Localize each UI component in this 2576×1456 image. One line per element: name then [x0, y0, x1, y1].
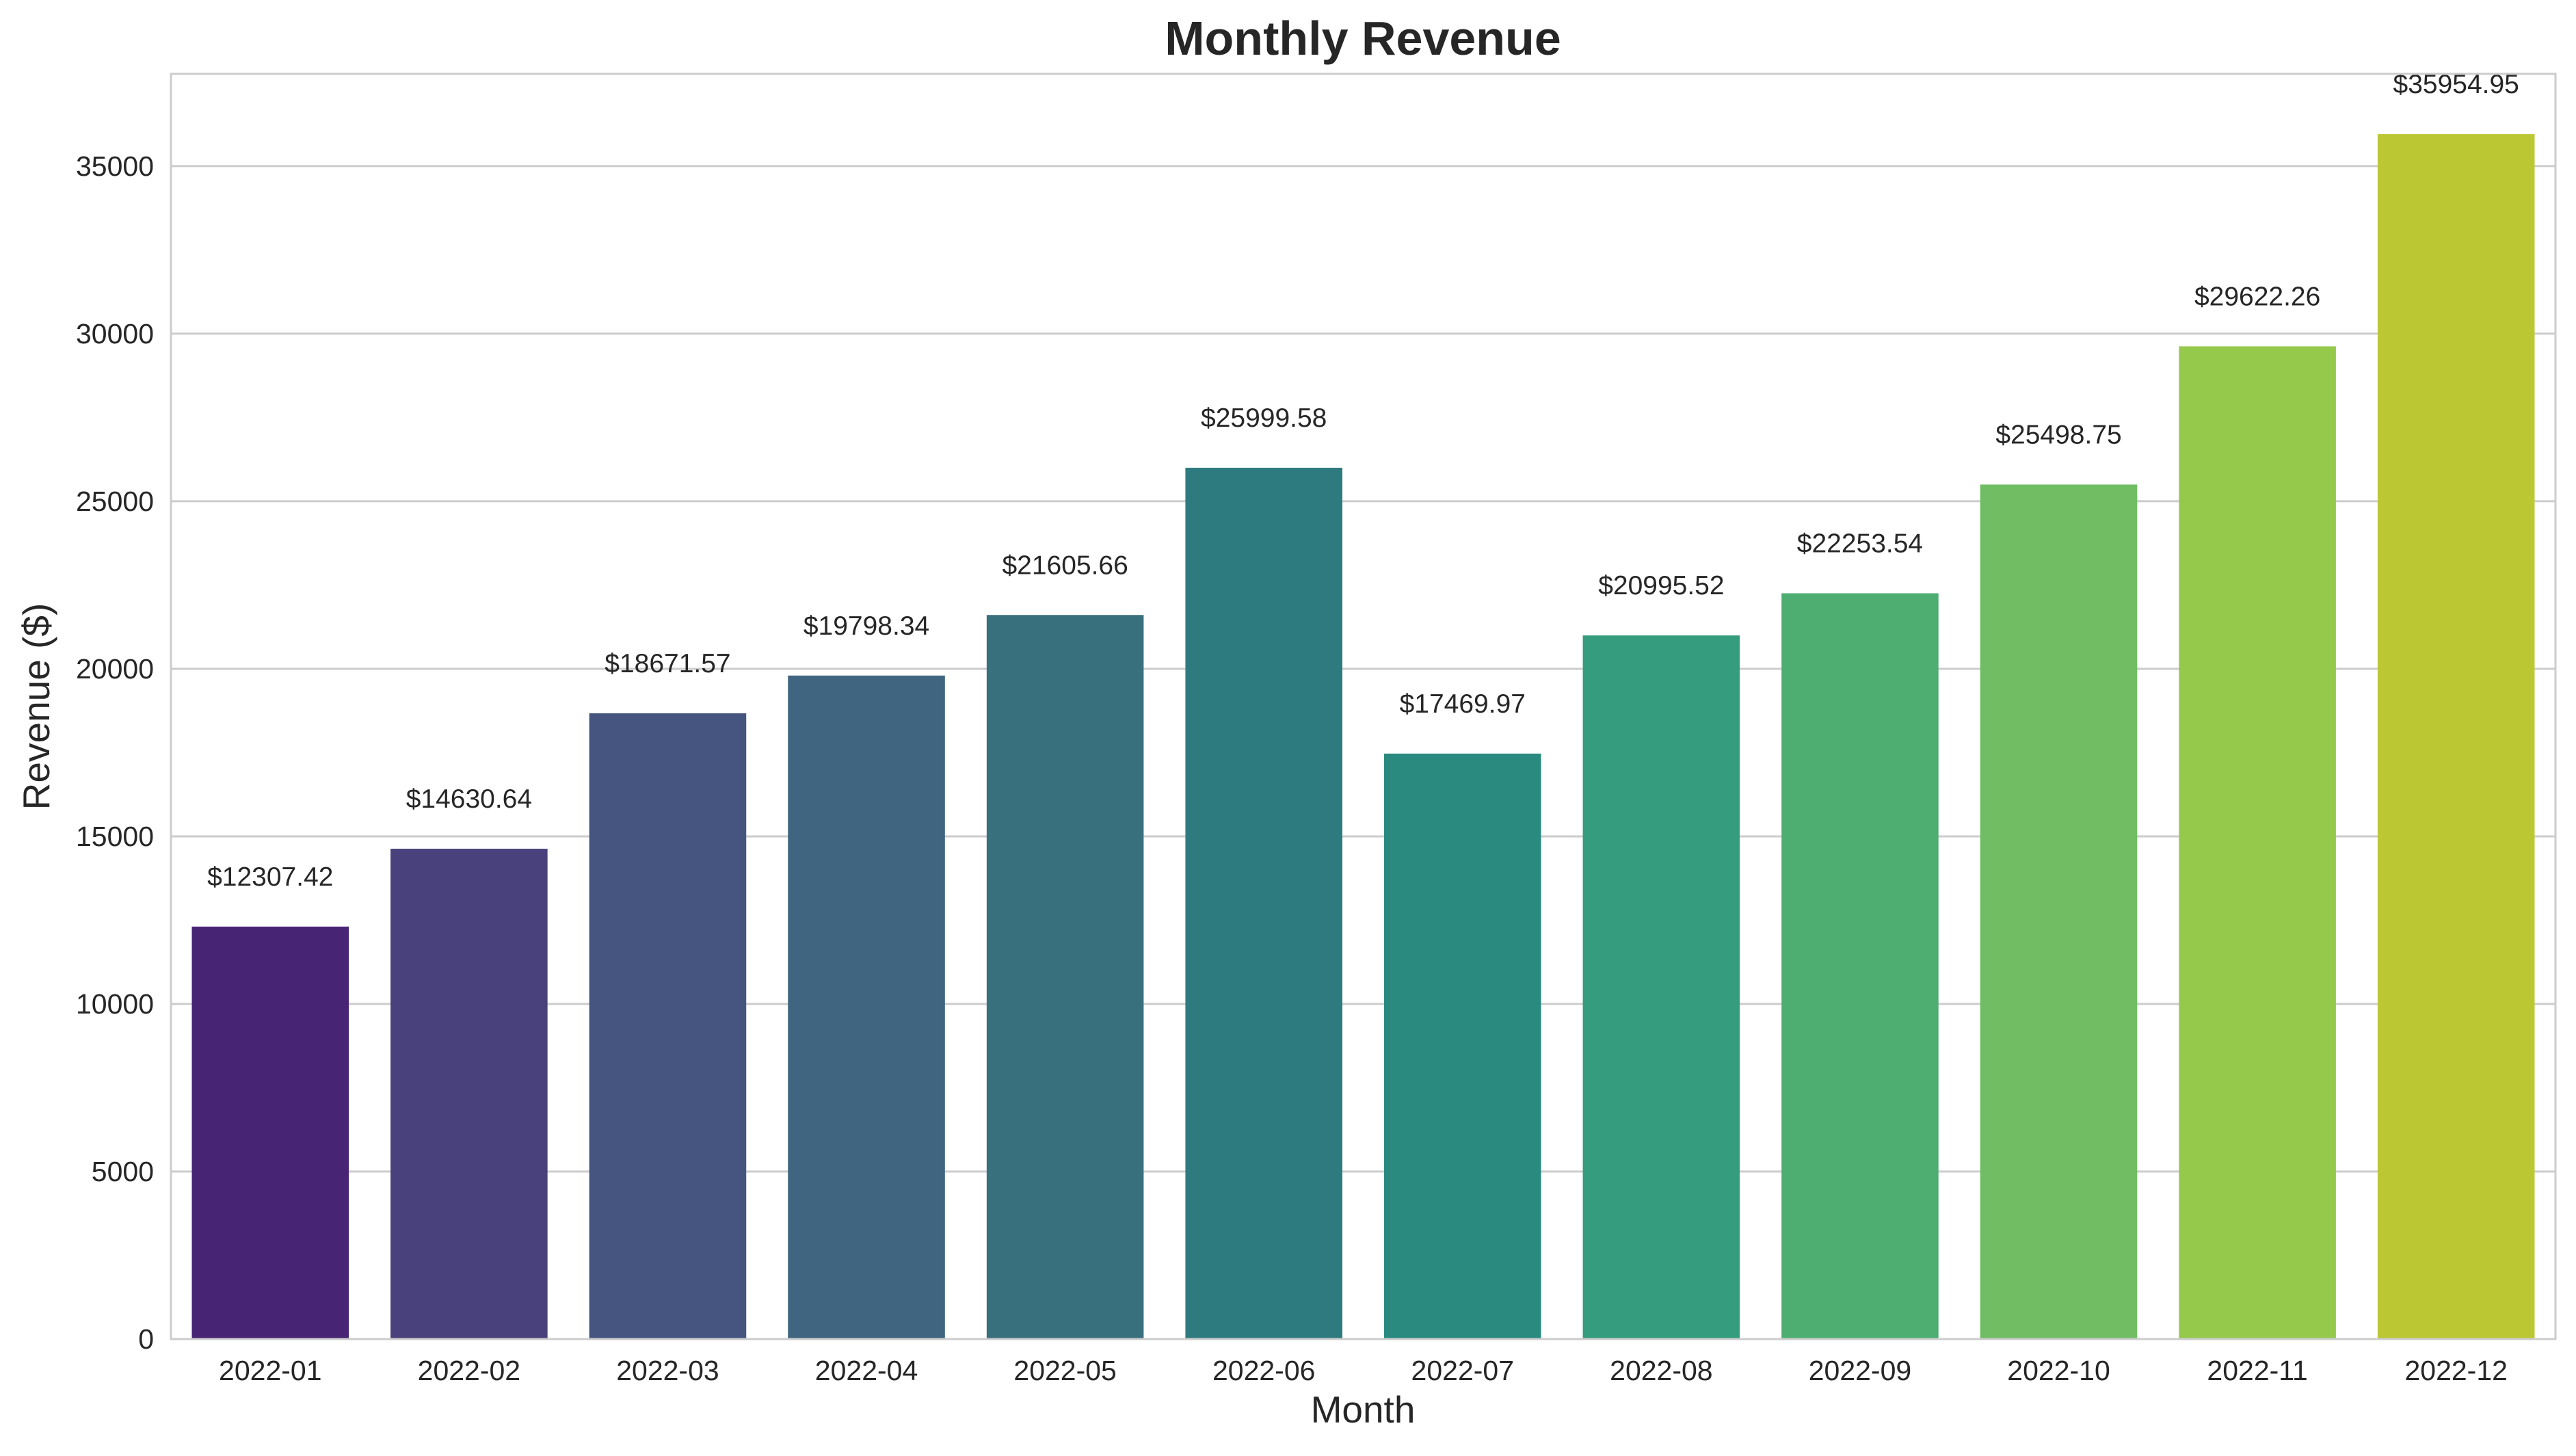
bar — [1980, 484, 2138, 1340]
y-tick-label: 15000 — [76, 821, 154, 852]
data-label: $25999.58 — [1201, 403, 1327, 433]
x-tick-label: 2022-10 — [2007, 1355, 2110, 1386]
y-tick-label: 30000 — [76, 318, 154, 349]
data-label: $18671.57 — [605, 649, 730, 678]
bar — [191, 926, 349, 1339]
bars — [191, 134, 2535, 1340]
bar — [2179, 346, 2336, 1340]
data-label: $22253.54 — [1797, 529, 1923, 559]
data-label: $17469.97 — [1400, 689, 1526, 719]
x-tick-label: 2022-07 — [1411, 1355, 1514, 1386]
x-axis-label: Month — [1311, 1388, 1416, 1431]
chart-title: Monthly Revenue — [1165, 12, 1561, 65]
x-tick-label: 2022-06 — [1212, 1355, 1315, 1386]
x-tick-labels: 2022-01 2022-02 2022-03 2022-04 2022-05 2022-… — [219, 1355, 2508, 1386]
bar — [2377, 134, 2535, 1340]
x-tick-label: 2022-03 — [616, 1355, 719, 1386]
bar — [1384, 753, 1541, 1339]
data-labels: $12307.42 $14630.64 $18671.57 $19798.34 $216… — [207, 70, 2519, 892]
y-tick-label: 20000 — [76, 653, 154, 685]
data-label: $19798.34 — [804, 611, 929, 641]
x-tick-label: 2022-04 — [815, 1355, 918, 1386]
gridlines — [171, 165, 2555, 1340]
data-label: $12307.42 — [207, 862, 333, 892]
data-label: $14630.64 — [406, 784, 532, 814]
x-tick-label: 2022-08 — [1610, 1355, 1712, 1386]
y-tick-label: 35000 — [76, 150, 154, 182]
data-label: $25498.75 — [1995, 420, 2121, 449]
bar — [1185, 467, 1342, 1340]
y-axis-label: Revenue ($) — [15, 603, 57, 810]
bar — [986, 615, 1144, 1339]
x-tick-label: 2022-01 — [219, 1355, 321, 1386]
data-label: $20995.52 — [1598, 571, 1724, 600]
data-label: $29622.26 — [2194, 282, 2320, 311]
y-tick-label: 25000 — [76, 486, 154, 517]
y-tick-labels: 0 5000 10000 15000 20000 25000 30000 35000 — [76, 150, 154, 1355]
bar — [1781, 593, 1939, 1340]
y-tick-label: 10000 — [76, 988, 154, 1020]
x-tick-label: 2022-11 — [2207, 1355, 2307, 1386]
data-label: $21605.66 — [1002, 551, 1128, 580]
bar — [1582, 635, 1740, 1339]
y-tick-label: 0 — [138, 1323, 154, 1355]
bar — [589, 713, 747, 1339]
plot-frame — [170, 72, 2557, 1340]
x-tick-label: 2022-05 — [1013, 1355, 1116, 1386]
x-tick-label: 2022-02 — [418, 1355, 520, 1386]
y-tick-label: 5000 — [92, 1156, 154, 1187]
x-tick-label: 2022-12 — [2404, 1355, 2507, 1386]
bar — [788, 675, 945, 1339]
x-tick-label: 2022-09 — [1809, 1355, 1911, 1386]
bar — [390, 849, 548, 1339]
